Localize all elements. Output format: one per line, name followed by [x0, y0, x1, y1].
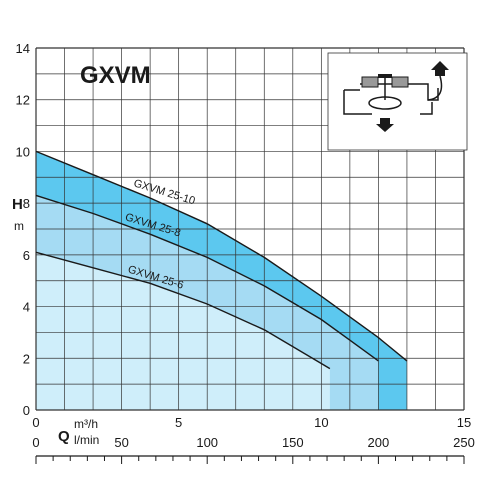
x2-tick-label: 200 [368, 435, 390, 450]
x2-tick-labels: 0 50 100 150 200 250 [32, 435, 474, 450]
pump-diagram-icon [327, 52, 468, 151]
y-tick-label: 6 [23, 248, 30, 263]
x-tick-label: 15 [457, 415, 471, 430]
curve-gxvm-25-8 [35, 194, 379, 362]
y-tick-label: 10 [16, 144, 30, 159]
x2-tick-label: 150 [282, 435, 304, 450]
curve-gxvm-25-6 [35, 251, 331, 370]
performance-curves [35, 150, 408, 370]
y-tick-labels: 0 2 4 6 8 10 12 14 [16, 41, 30, 418]
region-gxvm-25-6 [36, 252, 330, 410]
y-tick-label: 0 [23, 403, 30, 418]
y-tick-label: 14 [16, 41, 30, 56]
x2-tick-label: 100 [196, 435, 218, 450]
x-axis-unit-secondary: l/min [74, 433, 99, 447]
bottom-scale-ruler [35, 455, 465, 464]
x-axis-label: Q [58, 428, 70, 445]
curve-gxvm-25-10 [35, 150, 408, 362]
x2-tick-label: 0 [32, 435, 39, 450]
x-tick-label: 0 [32, 415, 39, 430]
x-axis-unit-primary: m³/h [74, 417, 98, 431]
y-axis-unit: m [14, 219, 24, 233]
y-tick-label: 4 [23, 300, 30, 315]
y-tick-label: 8 [23, 196, 30, 211]
y-axis-label: H [12, 196, 23, 213]
y-tick-label: 12 [16, 93, 30, 108]
x-tick-label: 10 [314, 415, 328, 430]
x-tick-labels: 0 5 10 15 [32, 415, 471, 430]
x-tick-label: 5 [175, 415, 182, 430]
chart-title: GXVM [80, 62, 151, 89]
grid [35, 47, 465, 411]
x2-tick-label: 250 [453, 435, 475, 450]
x2-tick-label: 50 [114, 435, 128, 450]
y-tick-label: 2 [23, 351, 30, 366]
